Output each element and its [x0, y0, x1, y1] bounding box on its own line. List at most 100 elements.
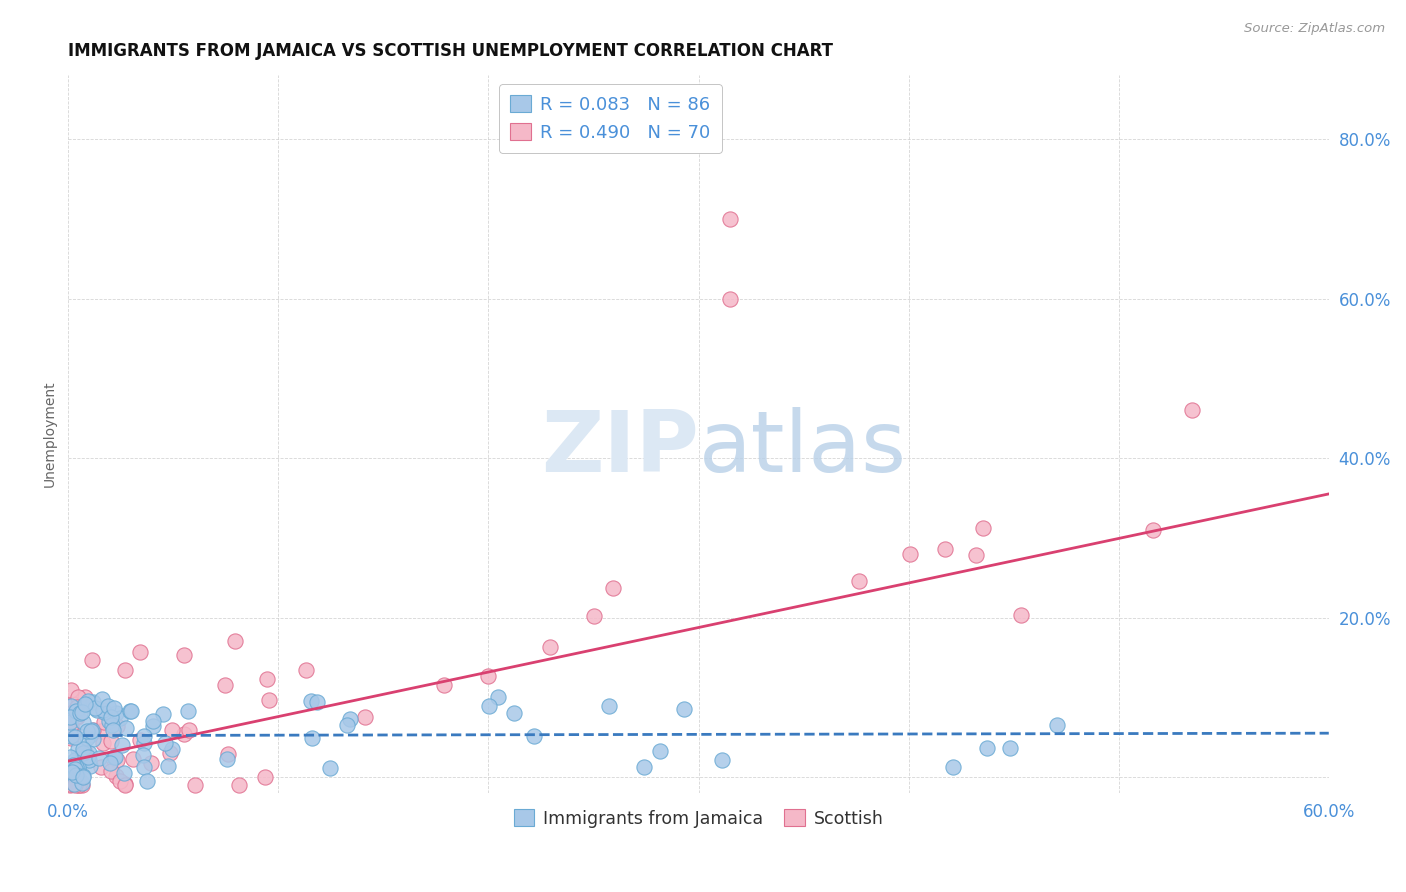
Point — [65, 710, 87, 724]
Point — [65, 768, 87, 782]
Text: ZIP: ZIP — [541, 407, 699, 490]
Point — [59, 722, 82, 736]
Point — [105, 719, 128, 733]
Point — [215, 752, 238, 766]
Point — [66, 709, 89, 723]
Point — [67, 778, 90, 792]
Point — [354, 710, 377, 724]
Point — [132, 729, 155, 743]
Point — [132, 747, 155, 762]
Point — [965, 548, 987, 562]
Point — [73, 748, 96, 763]
Point — [114, 778, 136, 792]
Point — [59, 714, 82, 729]
Point — [177, 705, 200, 719]
Point — [633, 759, 655, 773]
Point — [65, 753, 87, 767]
Point — [76, 723, 98, 738]
Point — [60, 765, 83, 780]
Point — [72, 751, 94, 765]
Point — [80, 653, 103, 667]
Point — [129, 732, 152, 747]
Point — [91, 702, 114, 716]
Point — [62, 777, 84, 791]
Point — [1142, 523, 1164, 537]
Point — [72, 769, 94, 783]
Point — [63, 762, 86, 776]
Point — [82, 731, 104, 746]
Legend: Immigrants from Jamaica, Scottish: Immigrants from Jamaica, Scottish — [506, 803, 890, 835]
Point — [486, 690, 509, 705]
Point — [65, 778, 87, 792]
Point — [79, 759, 101, 773]
Point — [224, 634, 246, 648]
Point — [105, 753, 128, 767]
Point — [142, 719, 165, 733]
Point — [941, 760, 963, 774]
Point — [648, 744, 671, 758]
Point — [160, 741, 183, 756]
Point — [339, 712, 361, 726]
Point — [59, 750, 82, 764]
Point — [91, 692, 114, 706]
Point — [80, 724, 103, 739]
Point — [69, 706, 91, 720]
Point — [319, 761, 342, 775]
Point — [104, 750, 127, 764]
Point — [157, 758, 180, 772]
Point — [89, 751, 111, 765]
Point — [132, 736, 155, 750]
Point — [184, 778, 207, 792]
Point — [82, 723, 104, 737]
Point — [70, 705, 93, 719]
Point — [60, 731, 83, 745]
Point — [82, 695, 104, 709]
Point — [307, 695, 329, 709]
Point — [998, 741, 1021, 756]
Point — [77, 753, 100, 767]
Point — [153, 736, 176, 750]
Point — [62, 757, 84, 772]
Point — [120, 704, 142, 718]
Point — [152, 707, 174, 722]
Point — [75, 746, 97, 760]
Point — [67, 772, 90, 787]
Point — [110, 773, 132, 788]
Point — [253, 771, 276, 785]
Point — [112, 765, 135, 780]
Point — [76, 731, 98, 746]
Point — [103, 723, 125, 737]
Point — [129, 645, 152, 659]
Point — [105, 769, 128, 783]
Point — [136, 773, 159, 788]
Point — [93, 714, 115, 729]
Point — [228, 778, 250, 792]
Point — [59, 729, 82, 743]
Point — [60, 718, 83, 732]
Point — [101, 718, 124, 732]
Point — [97, 699, 120, 714]
Point — [90, 760, 112, 774]
Point — [73, 690, 96, 705]
Point — [538, 640, 561, 654]
Point — [63, 731, 86, 745]
Point — [898, 547, 921, 561]
Point — [299, 694, 322, 708]
Point — [59, 710, 82, 724]
Point — [114, 721, 136, 735]
Point — [214, 678, 236, 692]
Point — [257, 693, 280, 707]
Point — [336, 718, 359, 732]
Point — [79, 746, 101, 760]
Point — [90, 723, 112, 738]
Point — [84, 700, 107, 714]
Point — [75, 698, 97, 713]
Point — [111, 738, 134, 752]
Point — [672, 701, 695, 715]
Point — [132, 760, 155, 774]
Point — [104, 706, 127, 721]
Text: IMMIGRANTS FROM JAMAICA VS SCOTTISH UNEMPLOYMENT CORRELATION CHART: IMMIGRANTS FROM JAMAICA VS SCOTTISH UNEM… — [69, 42, 834, 60]
Point — [1181, 403, 1204, 417]
Point — [97, 714, 120, 728]
Point — [1010, 608, 1032, 623]
